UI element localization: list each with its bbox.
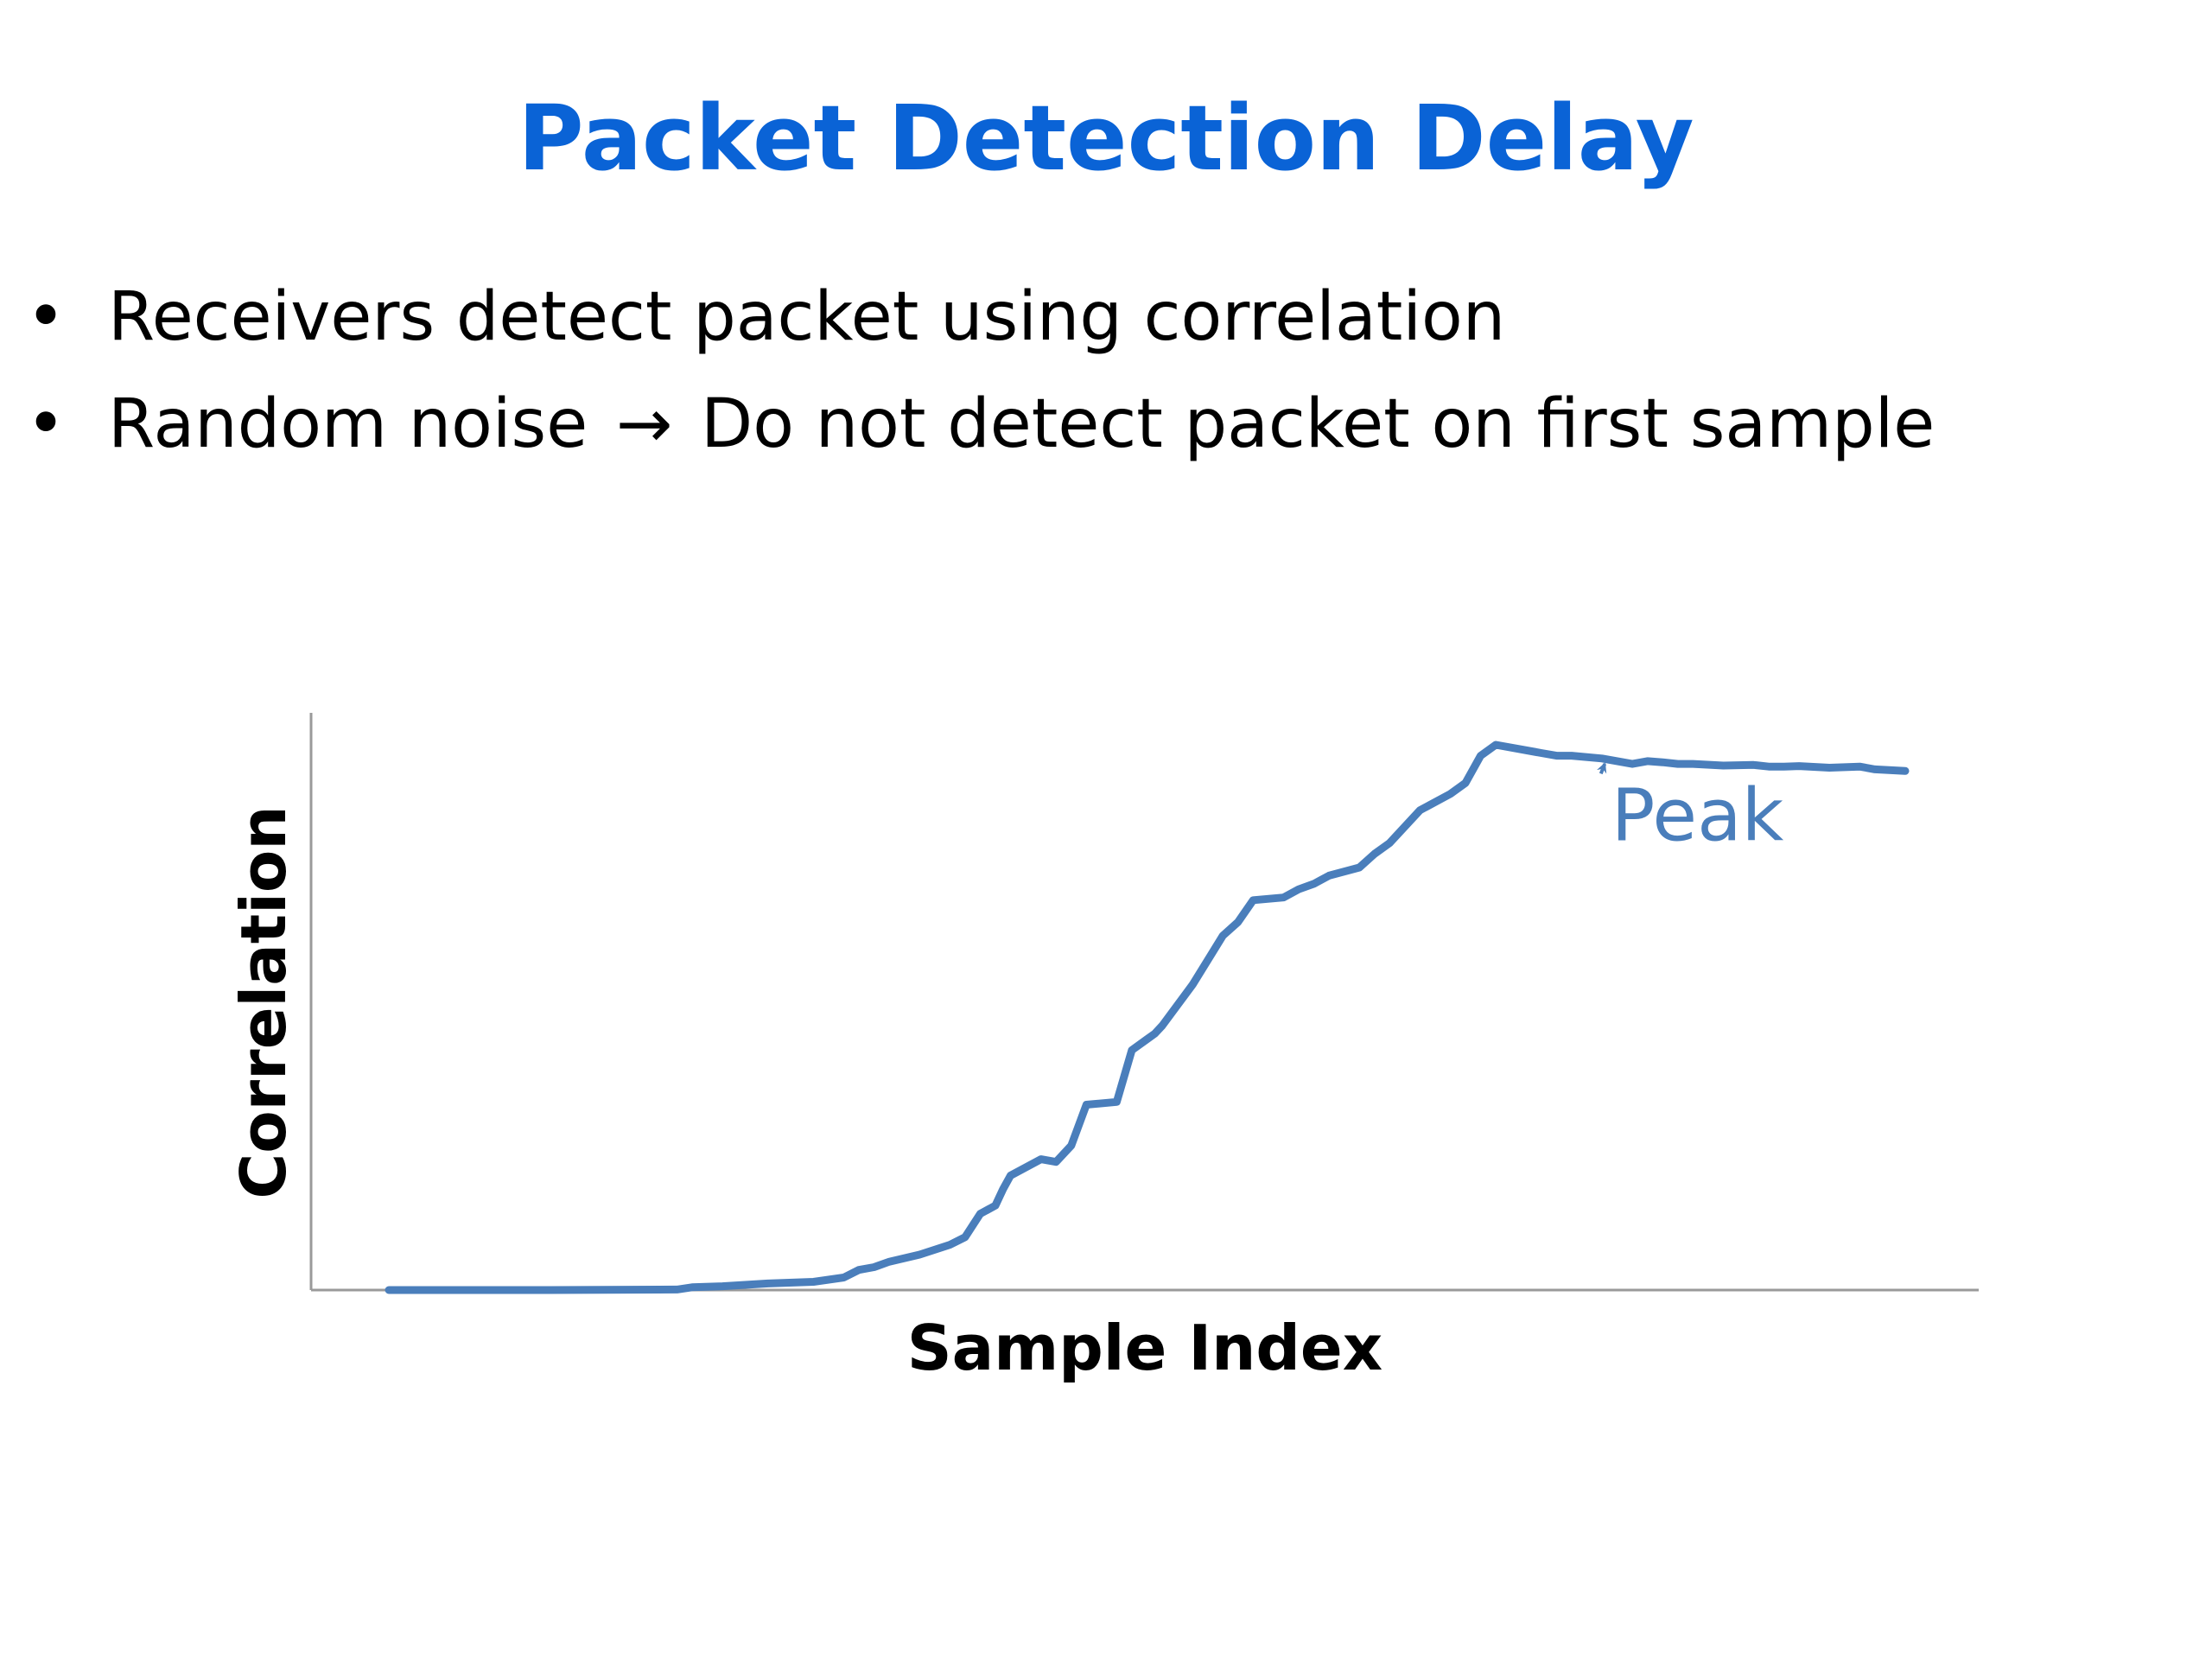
bullet-text-after: Do not detect packet on first sample <box>701 385 1936 463</box>
bullet-text-before: Random noise <box>108 385 588 463</box>
bullet-item: • Random noise → Do not detect packet on… <box>26 371 1935 478</box>
bullet-marker: • <box>26 385 67 463</box>
series-line <box>385 741 1910 1294</box>
bullet-item: • Receivers detect packet using correlat… <box>26 264 1935 371</box>
bullet-list: • Receivers detect packet using correlat… <box>26 264 1935 478</box>
bullet-marker: • <box>26 278 67 356</box>
right-arrow-icon: → <box>615 385 673 463</box>
x-axis-label: Sample Index <box>907 1312 1382 1384</box>
slide-title: Packet Detection Delay <box>518 86 1694 191</box>
peak-arrow <box>1596 762 1607 775</box>
peak-annotation-label: Peak <box>1611 772 1784 857</box>
bullet-text: Receivers detect packet using correlatio… <box>108 278 1506 356</box>
y-axis-label: Correlation <box>227 805 300 1198</box>
